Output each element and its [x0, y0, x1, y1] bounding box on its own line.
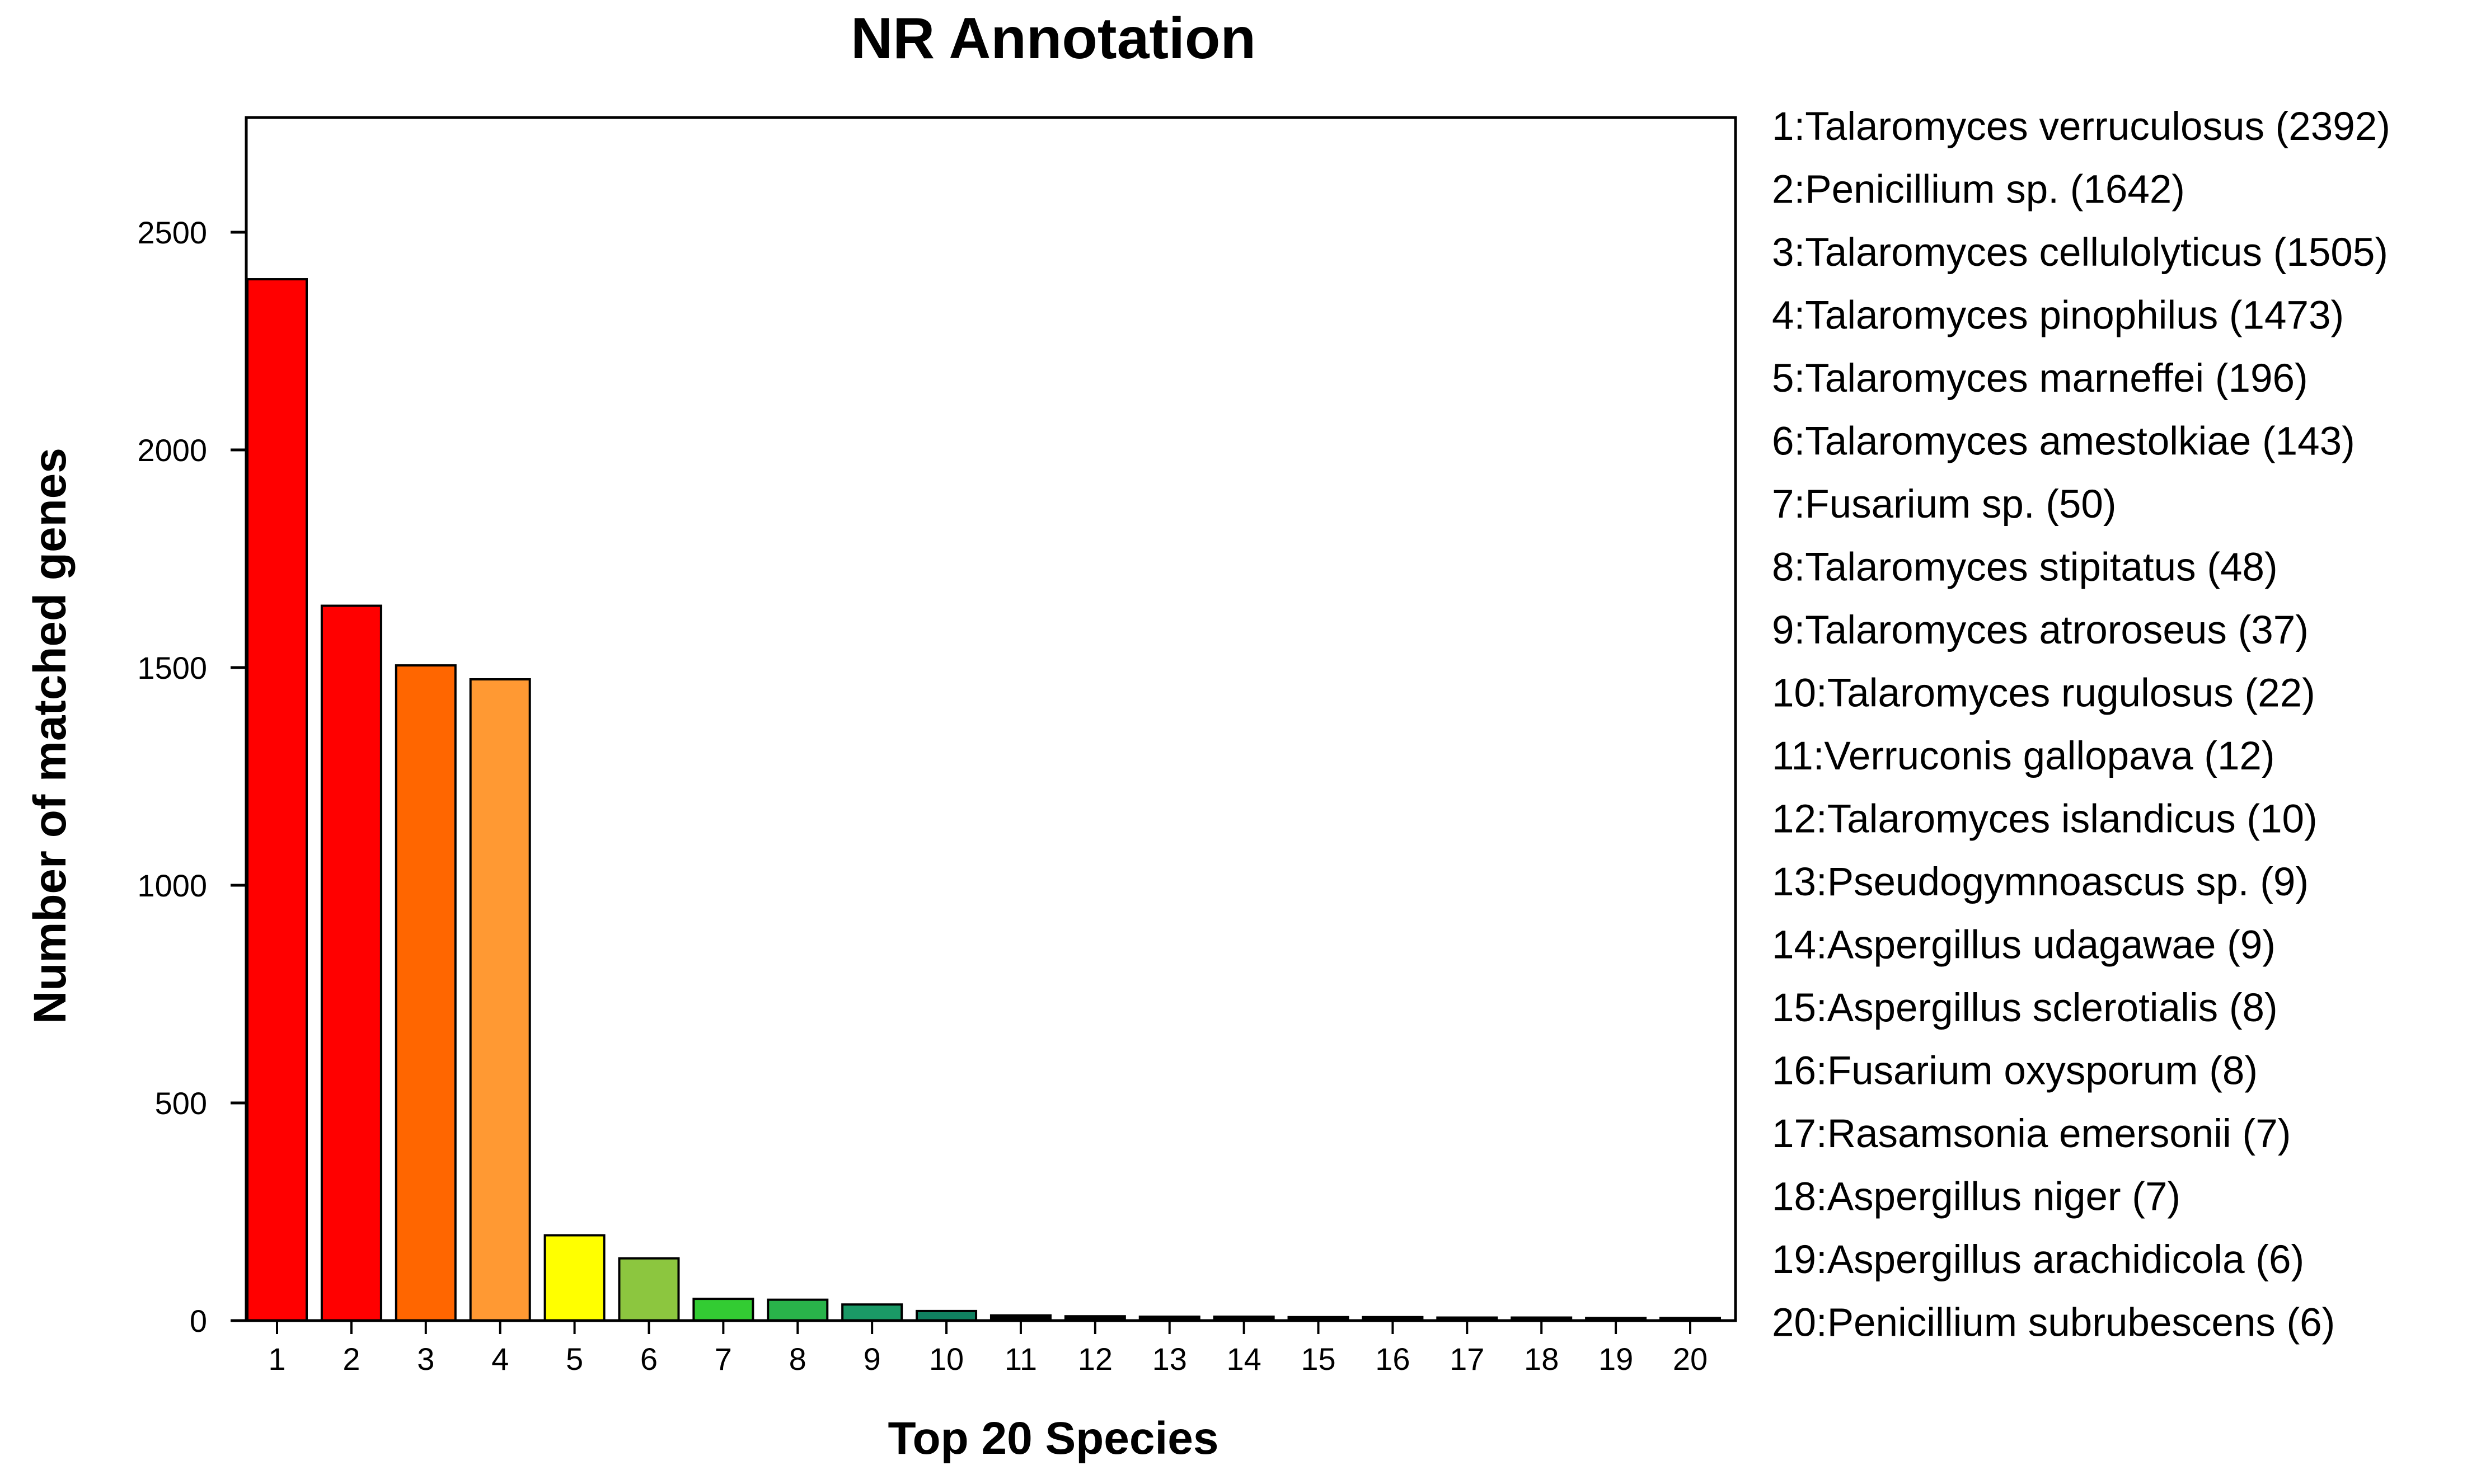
legend-item: 10:Talaromyces rugulosus (22) — [1772, 671, 2315, 716]
legend-item: 12:Talaromyces islandicus (10) — [1772, 797, 2318, 842]
bar-7 — [692, 1298, 754, 1322]
x-tick-label: 8 — [789, 1341, 806, 1377]
x-tick-label: 3 — [417, 1341, 434, 1377]
bar-2 — [320, 604, 382, 1322]
chart-title: NR Annotation — [851, 6, 1256, 71]
x-tick-label: 5 — [566, 1341, 583, 1377]
y-tick-label: 500 — [155, 1086, 207, 1121]
legend: 1:Talaromyces verruculosus (2392) 2:Penic… — [1772, 105, 2390, 1345]
x-tick-label: 4 — [491, 1341, 509, 1377]
x-tick-label: 14 — [1226, 1341, 1261, 1377]
legend-item: 19:Aspergillus arachidicola (6) — [1772, 1238, 2304, 1282]
legend-item: 2:Penicillium sp. (1642) — [1772, 168, 2185, 212]
bar-8 — [767, 1298, 829, 1322]
x-tick-label: 15 — [1301, 1341, 1335, 1377]
legend-item: 4:Talaromyces pinophilus (1473) — [1772, 294, 2344, 338]
bar-1 — [246, 278, 308, 1322]
bar-10 — [916, 1309, 978, 1322]
x-tick-label: 6 — [640, 1341, 658, 1377]
legend-item: 17:Rasamsonia emersonii (7) — [1772, 1112, 2291, 1156]
bar-6 — [618, 1257, 680, 1322]
legend-item: 11:Verruconis gallopava (12) — [1772, 734, 2275, 778]
x-tick-label: 1 — [268, 1341, 285, 1377]
y-tick-label: 2500 — [137, 215, 207, 250]
y-tick-label: 0 — [190, 1303, 207, 1339]
x-tick-label: 2 — [343, 1341, 360, 1377]
x-tick-label: 18 — [1524, 1341, 1559, 1377]
bar-4 — [469, 678, 531, 1322]
legend-item: 18:Aspergillus niger (7) — [1772, 1175, 2180, 1219]
legend-item: 6:Talaromyces amestolkiae (143) — [1772, 420, 2355, 464]
legend-item: 9:Talaromyces atroroseus (37) — [1772, 608, 2309, 652]
bar-3 — [395, 664, 457, 1322]
y-tick-label: 2000 — [137, 433, 207, 468]
x-tick-label: 16 — [1375, 1341, 1410, 1377]
y-tick-label: 1500 — [137, 650, 207, 685]
y-axis-label: Number of matched genes — [25, 448, 76, 1024]
bar-9 — [841, 1303, 903, 1322]
legend-item: 3:Talaromyces cellulolyticus (1505) — [1772, 231, 2388, 275]
x-tick-label: 9 — [864, 1341, 881, 1377]
legend-item: 16:Fusarium oxysporum (8) — [1772, 1049, 2258, 1093]
x-tick-label: 17 — [1450, 1341, 1484, 1377]
x-axis: 1 2 3 4 5 6 7 8 9 10 11 12 13 14 15 16 17 18 19 20 — [268, 1321, 1708, 1377]
legend-item: 1:Talaromyces verruculosus (2392) — [1772, 105, 2390, 149]
legend-item: 7:Fusarium sp. (50) — [1772, 482, 2117, 527]
x-tick-label: 7 — [715, 1341, 732, 1377]
x-tick-label: 11 — [1005, 1341, 1037, 1377]
x-axis-label: Top 20 Species — [888, 1413, 1219, 1464]
legend-item: 5:Talaromyces marneffei (196) — [1772, 356, 2308, 401]
x-tick-label: 19 — [1598, 1341, 1633, 1377]
x-tick-label: 10 — [929, 1341, 964, 1377]
x-tick-label: 12 — [1078, 1341, 1113, 1377]
y-tick-label: 1000 — [137, 868, 207, 903]
y-axis: 0 500 1000 1500 2000 2500 — [137, 215, 246, 1339]
bar-5 — [543, 1234, 606, 1322]
x-tick-label: 20 — [1673, 1341, 1708, 1377]
bars-group — [246, 278, 1721, 1322]
x-tick-label: 13 — [1152, 1341, 1187, 1377]
legend-item: 15:Aspergillus sclerotialis (8) — [1772, 986, 2278, 1030]
legend-item: 13:Pseudogymnoascus sp. (9) — [1772, 860, 2309, 904]
plot-frame — [245, 116, 1737, 1322]
legend-item: 8:Talaromyces stipitatus (48) — [1772, 546, 2278, 590]
legend-item: 14:Aspergillus udagawae (9) — [1772, 923, 2276, 968]
legend-item: 20:Penicillium subrubescens (6) — [1772, 1301, 2335, 1345]
